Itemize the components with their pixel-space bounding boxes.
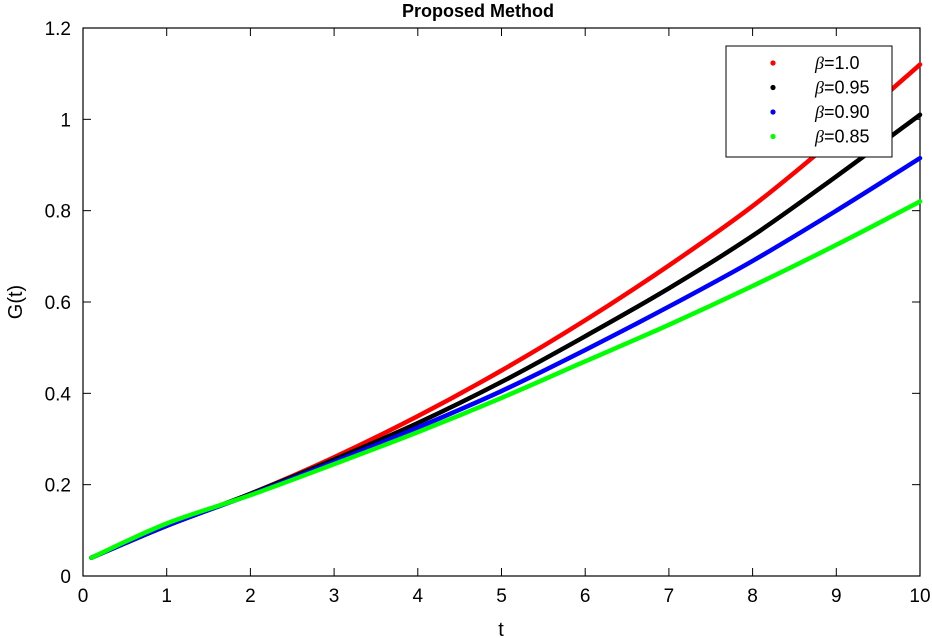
legend-marker-2 xyxy=(770,84,776,91)
y-tick-label: 0.8 xyxy=(45,202,71,223)
y-tick-label: 0.2 xyxy=(45,476,71,497)
x-tick-label: 4 xyxy=(413,586,424,607)
x-tick-label: 5 xyxy=(496,586,507,607)
x-tick-label: 3 xyxy=(329,586,340,607)
legend-label-2: β=0.95 xyxy=(814,78,870,98)
legend-label-3: β=0.90 xyxy=(814,102,870,122)
x-tick-label: 6 xyxy=(580,586,591,607)
x-tick-label: 7 xyxy=(664,586,675,607)
legend-marker-3 xyxy=(770,109,776,115)
legend-marker-4 xyxy=(770,133,776,140)
x-tick-label: 9 xyxy=(831,586,842,607)
y-tick-label: 0.4 xyxy=(45,384,72,405)
legend-box xyxy=(725,45,893,158)
y-tick-label: 1 xyxy=(60,110,71,131)
x-tick-label: 0 xyxy=(78,586,89,607)
series-line-4 xyxy=(89,199,923,560)
y-tick-label: 1.2 xyxy=(45,19,71,40)
series-lines xyxy=(89,62,923,560)
y-tick-label: 0 xyxy=(60,567,71,588)
x-tick-label: 2 xyxy=(245,586,256,607)
chart-title: Proposed Method xyxy=(402,1,554,21)
legend-label-4: β=0.85 xyxy=(814,127,870,147)
legend-marker-1 xyxy=(770,60,776,66)
tick-labels: 0 1 2 3 4 5 6 7 8 9 10 0 0.2 0.4 0.6 0.8 1 1.2 xyxy=(45,19,931,607)
y-axis-title: G(t) xyxy=(5,285,27,319)
legend: β=1.0 β=0.95 β=0.90 β=0.85 xyxy=(725,45,893,158)
x-tick-label: 10 xyxy=(909,586,930,607)
x-tick-label: 8 xyxy=(747,586,758,607)
y-tick-label: 0.6 xyxy=(45,293,71,314)
legend-label-1: β=1.0 xyxy=(814,53,860,73)
x-axis-title: t xyxy=(498,619,504,638)
x-tick-label: 1 xyxy=(161,586,172,607)
